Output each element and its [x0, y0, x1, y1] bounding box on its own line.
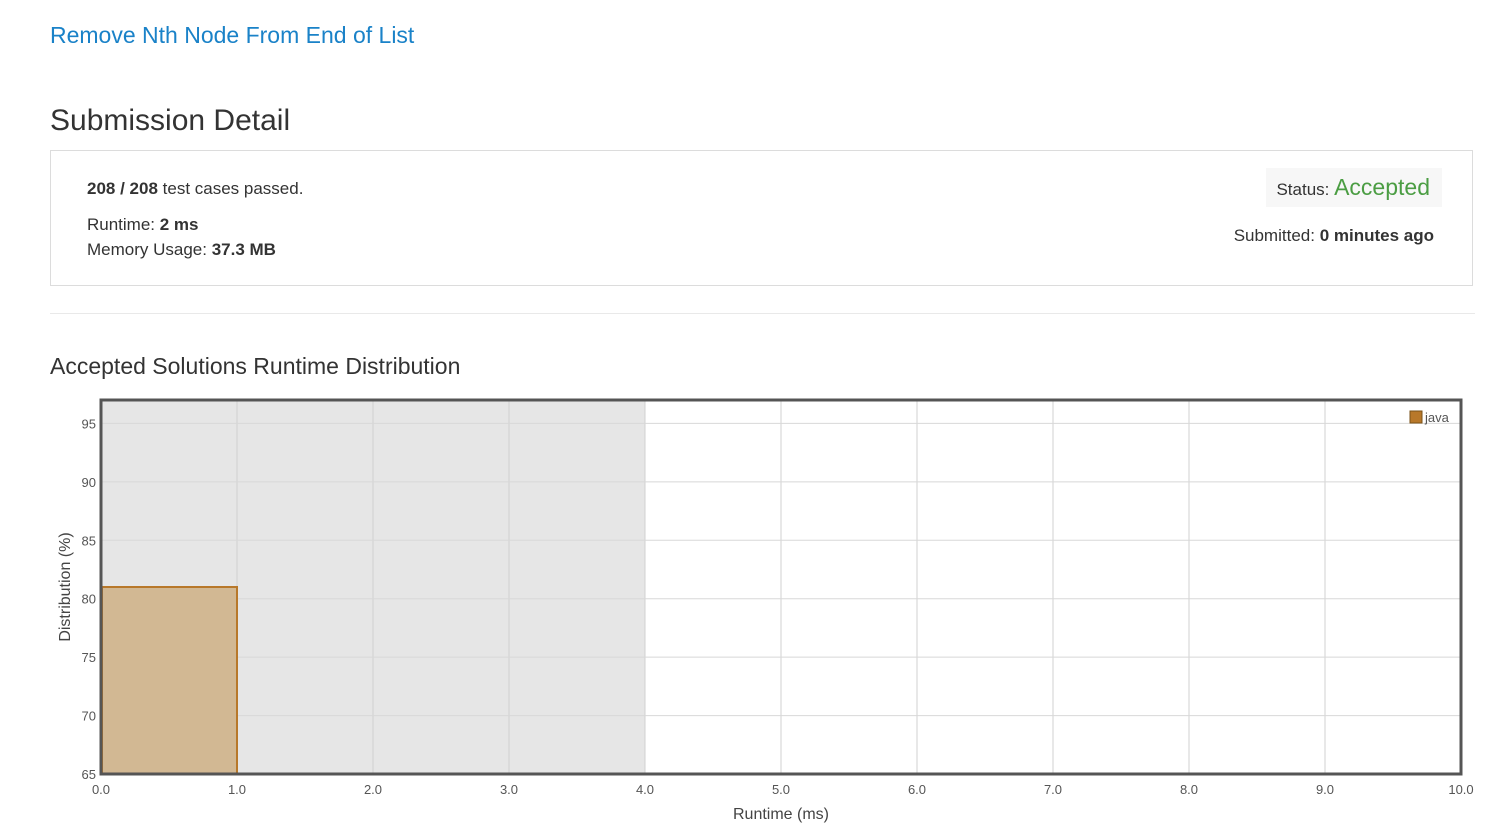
- runtime-row: Runtime: 2 ms: [87, 214, 199, 236]
- status-label: Status:: [1276, 180, 1335, 199]
- x-tick-label: 10.0: [1448, 782, 1473, 797]
- x-tick-label: 8.0: [1180, 782, 1198, 797]
- y-tick-label: 80: [82, 592, 96, 607]
- x-tick-label: 3.0: [500, 782, 518, 797]
- x-tick-label: 9.0: [1316, 782, 1334, 797]
- memory-label: Memory Usage:: [87, 240, 212, 259]
- x-tick-label: 2.0: [364, 782, 382, 797]
- x-tick-label: 4.0: [636, 782, 654, 797]
- submitted-row: Submitted: 0 minutes ago: [1234, 226, 1434, 246]
- submission-summary-panel: 208 / 208 test cases passed. Runtime: 2 …: [50, 150, 1473, 286]
- y-tick-label: 95: [82, 416, 96, 431]
- y-tick-label: 70: [82, 709, 96, 724]
- legend-label: java: [1424, 410, 1450, 425]
- y-tick-label: 85: [82, 533, 96, 548]
- y-tick-label: 65: [82, 767, 96, 782]
- submitted-value: 0 minutes ago: [1319, 226, 1434, 245]
- status-box: Status: Accepted: [1266, 168, 1442, 207]
- status-badge: Accepted: [1334, 174, 1430, 200]
- bar-java: [101, 586, 238, 775]
- problem-title-link[interactable]: Remove Nth Node From End of List: [50, 22, 415, 48]
- x-tick-label: 1.0: [228, 782, 246, 797]
- section-divider: [50, 313, 1475, 314]
- runtime-value: 2 ms: [159, 215, 199, 234]
- chart-heading: Accepted Solutions Runtime Distribution: [50, 353, 461, 379]
- x-axis-label: Runtime (ms): [733, 806, 829, 823]
- x-tick-label: 0.0: [92, 782, 110, 797]
- x-tick-label: 5.0: [772, 782, 790, 797]
- passed-suffix: test cases passed.: [157, 179, 304, 198]
- runtime-label: Runtime:: [87, 215, 160, 234]
- passed-count: 208: [87, 179, 116, 198]
- memory-row: Memory Usage: 37.3 MB: [87, 239, 276, 261]
- count-separator: /: [115, 179, 130, 198]
- y-axis-label: Distribution (%): [57, 532, 74, 641]
- page-title: Submission Detail: [50, 104, 291, 137]
- memory-value: 37.3 MB: [211, 240, 276, 259]
- y-tick-label: 75: [82, 650, 96, 665]
- y-tick-label: 90: [82, 475, 96, 490]
- test-cases-summary: 208 / 208 test cases passed.: [87, 178, 303, 200]
- total-count: 208: [129, 179, 158, 198]
- plot-frame: [99, 398, 1463, 776]
- x-tick-label: 6.0: [908, 782, 926, 797]
- x-tick-label: 7.0: [1044, 782, 1062, 797]
- runtime-distribution-chart: 0.0 1.0 2.0 3.0 4.0 5.0 6.0 7.0 8.0 9.0 10.0 65 70 75…: [57, 398, 1474, 823]
- legend-swatch: [1409, 410, 1423, 424]
- submitted-label: Submitted:: [1233, 226, 1320, 245]
